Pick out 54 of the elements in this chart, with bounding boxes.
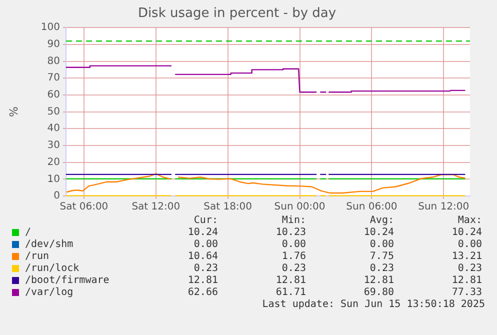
y-tick-label: 50	[47, 106, 60, 118]
text: 12.81	[362, 275, 394, 287]
text: 12.81	[450, 275, 482, 287]
text: Cur:	[192, 215, 218, 227]
text: 69.80	[362, 287, 394, 299]
text: 77.33	[450, 287, 482, 299]
text: Avg:	[368, 215, 394, 227]
legend-label: /boot/firmware	[24, 275, 110, 287]
y-tick-label: 60	[47, 90, 60, 101]
legend-label: /dev/shm	[24, 239, 74, 251]
legend-label: /var/log	[24, 287, 74, 299]
text: 62.66	[186, 287, 218, 299]
text: 0.23	[368, 263, 394, 275]
text: Max:	[456, 215, 482, 227]
text: 13.21	[450, 251, 482, 263]
text: 0.00	[456, 239, 482, 251]
y-tick-label: 20	[47, 156, 60, 168]
text: 61.71	[274, 287, 306, 299]
x-tick-label: Sun 06:00	[346, 202, 398, 213]
y-axis-title: %	[7, 106, 20, 118]
y-tick-label: 10	[47, 174, 60, 185]
text: 0.23	[192, 263, 218, 275]
legend-label: /	[24, 227, 32, 239]
text: 0.00	[368, 239, 394, 251]
x-tick-label: Sat 06:00	[60, 202, 108, 213]
y-tick-label: 90	[47, 39, 60, 50]
text: 0.00	[192, 239, 218, 251]
text: 10.24	[362, 227, 394, 239]
x-tick-label: Sat 18:00	[204, 202, 252, 213]
y-tick-label: 40	[47, 123, 60, 134]
x-tick-label: Sun 12:00	[418, 202, 470, 213]
text: 0.23	[456, 263, 482, 275]
text: 0.23	[280, 263, 306, 275]
y-tick-label: 0	[54, 190, 60, 202]
text: Min:	[280, 215, 306, 227]
text: 10.24	[450, 227, 482, 239]
text: 10.23	[274, 227, 306, 239]
text: 12.81	[274, 275, 306, 287]
text: 10.24	[186, 227, 218, 239]
text: 1.76	[280, 251, 306, 263]
text: 10.64	[186, 251, 218, 263]
text: Last update: Sun Jun 15 13:50:18 2025	[261, 299, 485, 310]
text: 0.00	[280, 239, 306, 251]
y-tick-label: 80	[47, 56, 60, 67]
text: 7.75	[368, 251, 394, 263]
legend-label: /run/lock	[24, 263, 80, 275]
x-tick-label: Sat 12:00	[132, 202, 180, 213]
legend-label: /run	[24, 251, 50, 263]
text: 12.81	[186, 275, 218, 287]
y-tick-label: 100	[40, 22, 60, 34]
y-tick-label: 30	[47, 140, 60, 152]
x-tick-label: Sun 00:00	[274, 202, 326, 213]
chart-title: Disk usage in percent - by day	[138, 6, 336, 22]
y-tick-label: 70	[47, 72, 60, 84]
